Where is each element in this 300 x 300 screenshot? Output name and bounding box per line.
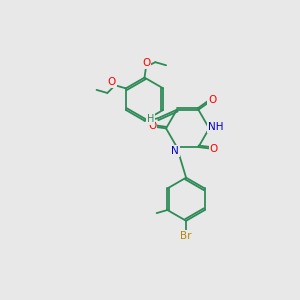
Text: Br: Br — [180, 231, 192, 241]
Text: O: O — [108, 77, 116, 87]
Text: O: O — [142, 58, 150, 68]
Text: H: H — [147, 114, 154, 124]
Text: O: O — [208, 95, 216, 105]
Text: O: O — [210, 144, 218, 154]
Text: N: N — [171, 146, 179, 156]
Text: NH: NH — [208, 122, 223, 132]
Text: O: O — [148, 121, 156, 131]
